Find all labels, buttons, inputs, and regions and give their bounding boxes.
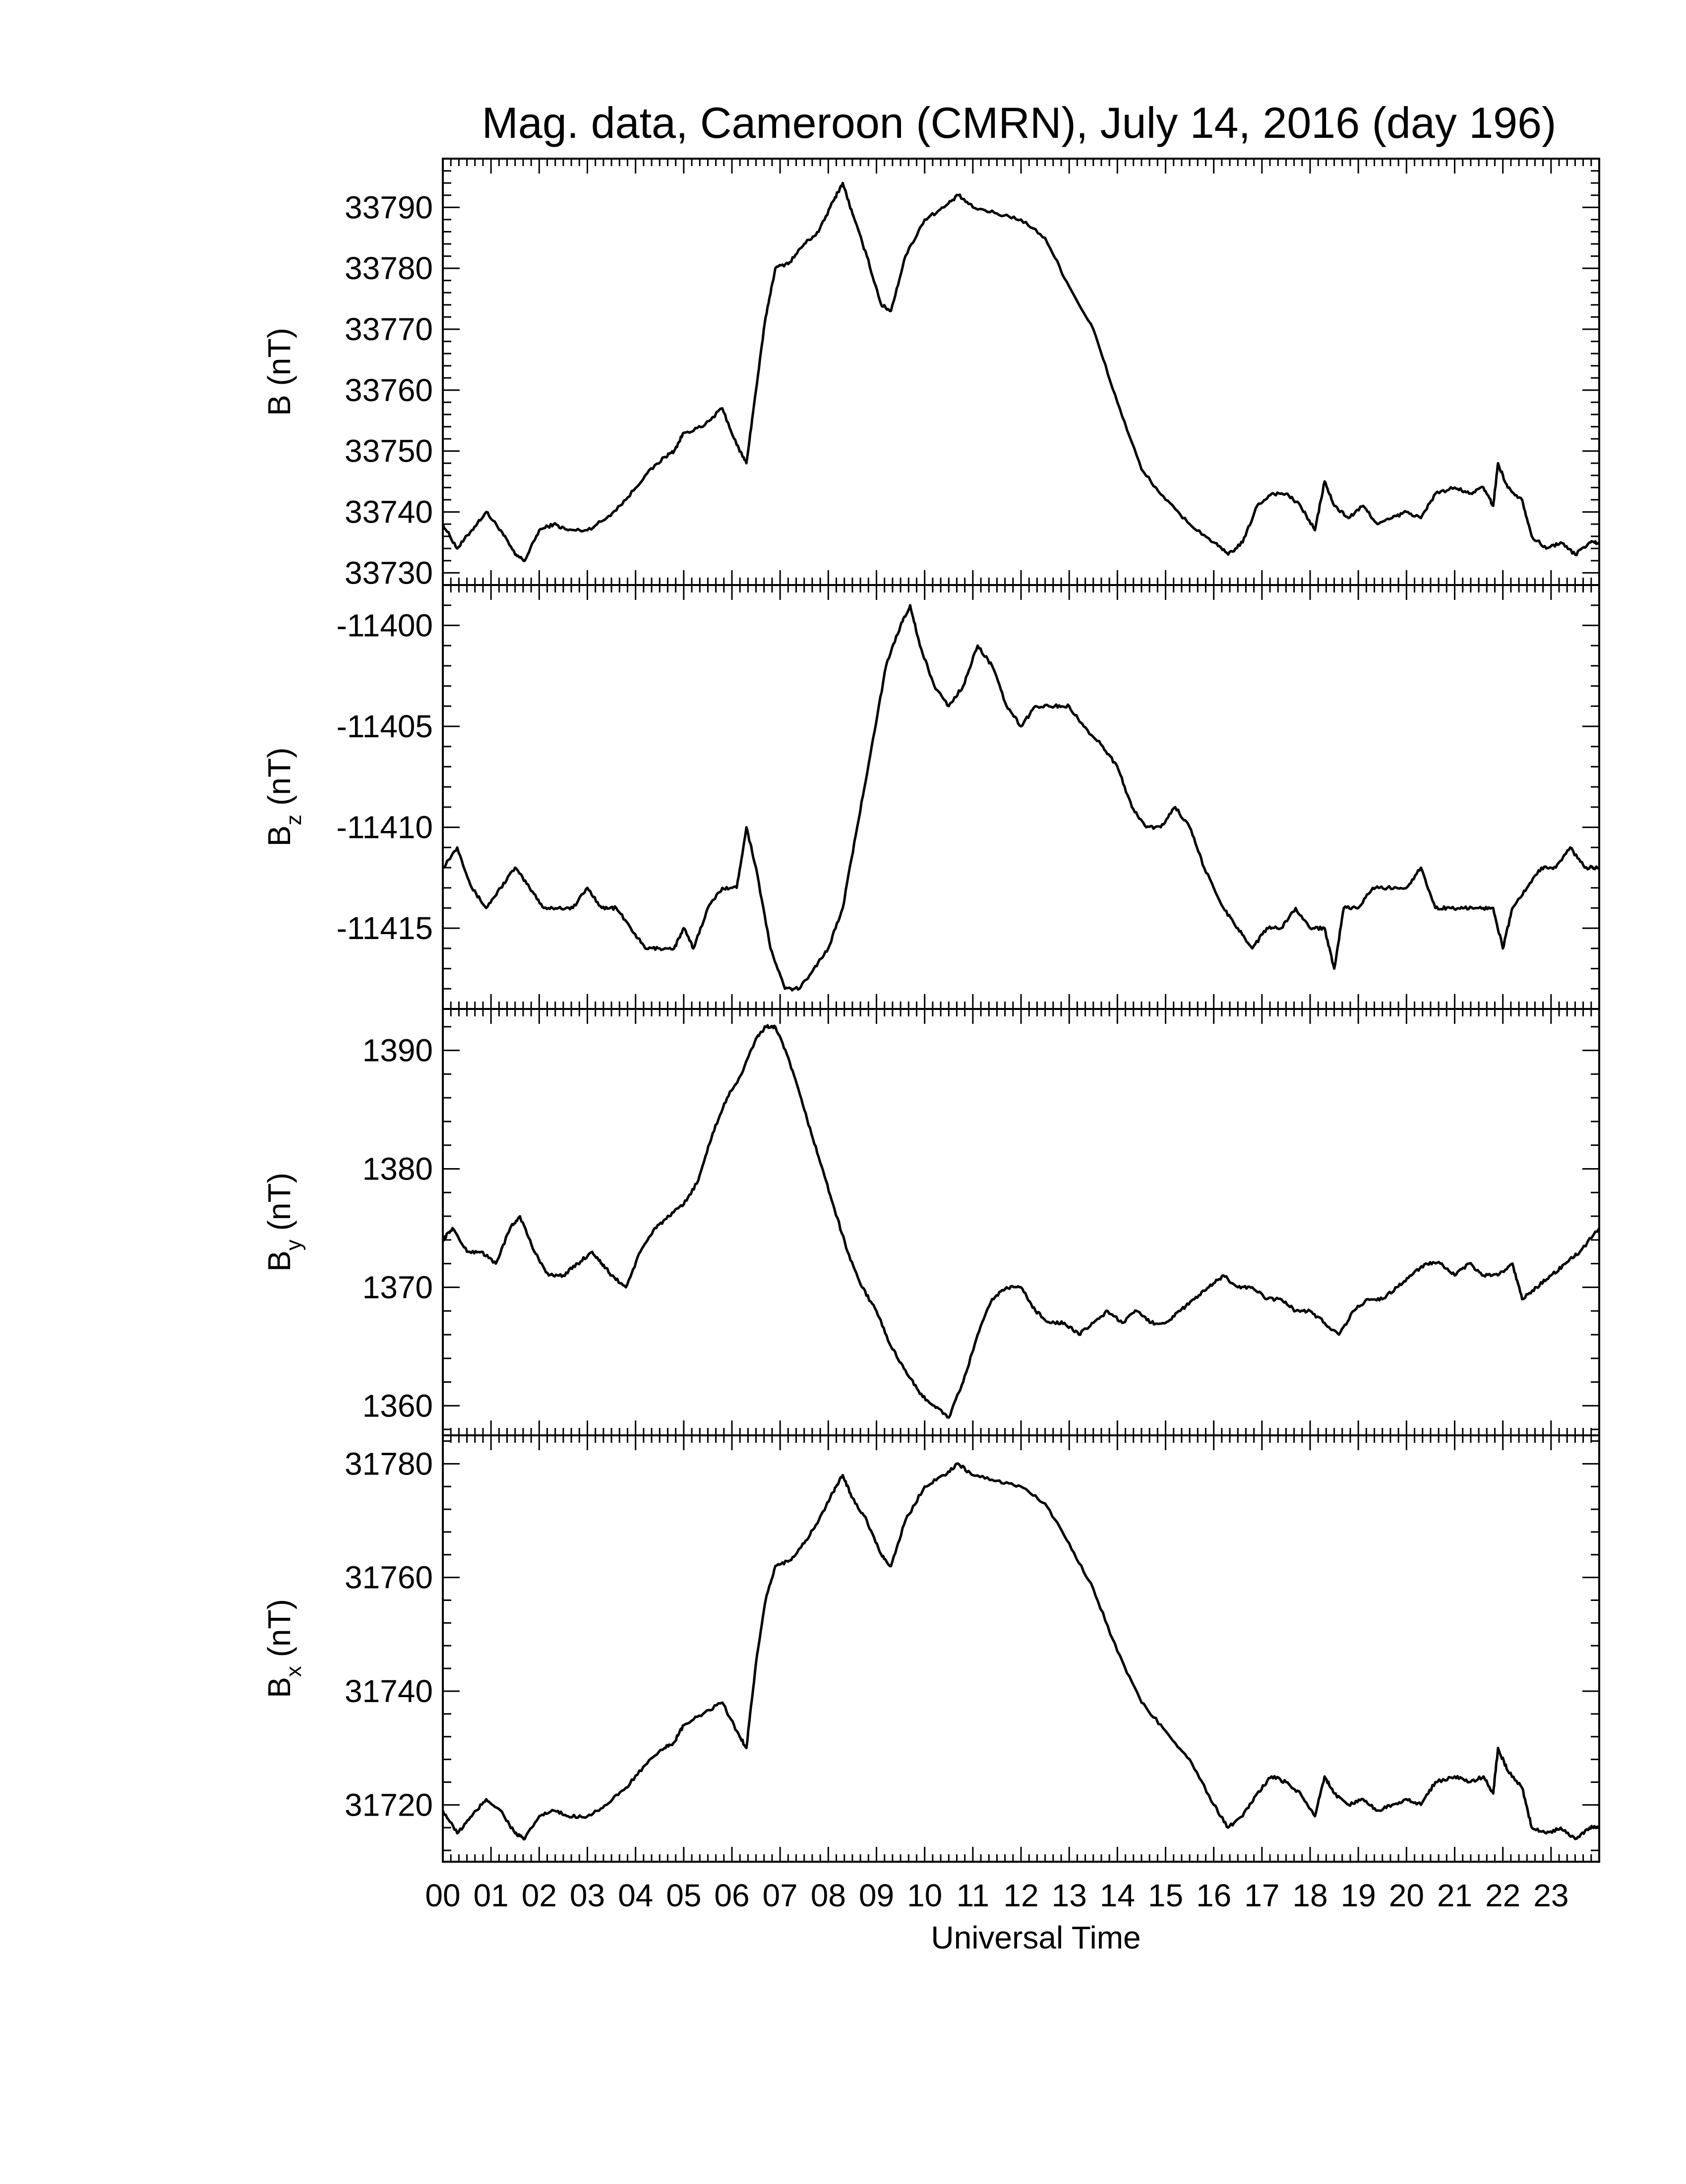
y-tick-label: 33750 — [345, 433, 433, 469]
y-tick-label: 33790 — [345, 189, 433, 225]
x-tick-label: 04 — [618, 1878, 653, 1913]
x-tick-label: 19 — [1341, 1878, 1376, 1913]
x-tick-label: 17 — [1244, 1878, 1279, 1913]
x-tick-label: 10 — [907, 1878, 942, 1913]
x-tick-label: 07 — [763, 1878, 798, 1913]
x-tick-label: 14 — [1100, 1878, 1135, 1913]
x-tick-label: 02 — [522, 1878, 557, 1913]
x-tick-label: 05 — [666, 1878, 701, 1913]
series-line-0 — [441, 181, 1600, 562]
x-tick-label: 09 — [859, 1878, 894, 1913]
y-tick-label: -11415 — [336, 910, 433, 946]
y-tick-label: 33760 — [345, 372, 433, 408]
y-tick-label: 1370 — [362, 1269, 433, 1305]
x-tick-label: 11 — [957, 1878, 989, 1913]
y-tick-label: 1360 — [362, 1388, 433, 1423]
y-tick-label: 33780 — [345, 250, 433, 286]
y-tick-label: 33770 — [345, 311, 433, 347]
x-tick-label: 03 — [570, 1878, 605, 1913]
x-tick-label: 01 — [474, 1878, 509, 1913]
y-tick-label: -11410 — [336, 810, 433, 845]
panel-2: 1360 1370 1380 1390 By (nT) — [261, 1008, 1601, 1436]
x-tick-label: 12 — [1003, 1878, 1038, 1913]
series-line-1 — [442, 604, 1600, 992]
x-tick-label: 18 — [1292, 1878, 1327, 1913]
x-tick-label: 13 — [1052, 1878, 1087, 1913]
y-axis-label: B (nT) — [261, 328, 297, 416]
x-tick-label: 08 — [811, 1878, 846, 1913]
panel-1: -11400 -11405 -11410 -11415 Bz (nT) — [261, 584, 1600, 1010]
y-tick-label: 31720 — [345, 1787, 433, 1823]
chart-title: Mag. data, Cameroon (CMRN), July 14, 201… — [482, 98, 1557, 147]
y-tick-label: -11405 — [336, 708, 433, 744]
y-tick-label: 31740 — [345, 1673, 433, 1709]
panels-group: 33730 33740 33750 33760 33770 33780 33790 B (nT… — [261, 158, 1601, 1863]
x-tick-label: 15 — [1148, 1878, 1183, 1913]
x-axis-title: Universal Time — [931, 1920, 1141, 1955]
y-tick-label: 31780 — [345, 1446, 433, 1481]
x-tick-label: 21 — [1437, 1878, 1472, 1913]
y-tick-label: 33730 — [345, 555, 433, 590]
y-tick-label: 33740 — [345, 494, 433, 530]
y-axis-label: By (nT) — [261, 1173, 306, 1272]
series-line-2 — [442, 1024, 1601, 1419]
x-axis: 00 01 02 03 04 05 06 07 08 09 10 11 12 13 14 15 16 17 18 19… — [425, 1878, 1568, 1955]
panel-3: 31720 31740 31760 31780 Bx (nT) — [261, 1434, 1600, 1863]
x-tick-label: 06 — [714, 1878, 749, 1913]
y-tick-label: 31760 — [345, 1560, 433, 1595]
x-tick-label: 00 — [425, 1878, 460, 1913]
series-line-3 — [441, 1462, 1600, 1841]
x-tick-label: 20 — [1389, 1878, 1424, 1913]
panel-0: 33730 33740 33750 33760 33770 33780 33790 B (nT… — [261, 158, 1600, 590]
x-tick-label: 23 — [1533, 1878, 1568, 1913]
y-axis-label: Bx (nT) — [261, 1599, 306, 1698]
x-tick-label: 16 — [1196, 1878, 1231, 1913]
y-tick-label: -11400 — [336, 607, 433, 643]
y-tick-label: 1380 — [362, 1151, 433, 1187]
y-tick-label: 1390 — [362, 1033, 433, 1068]
x-tick-label: 22 — [1485, 1878, 1520, 1913]
y-axis-label: Bz (nT) — [261, 748, 306, 847]
